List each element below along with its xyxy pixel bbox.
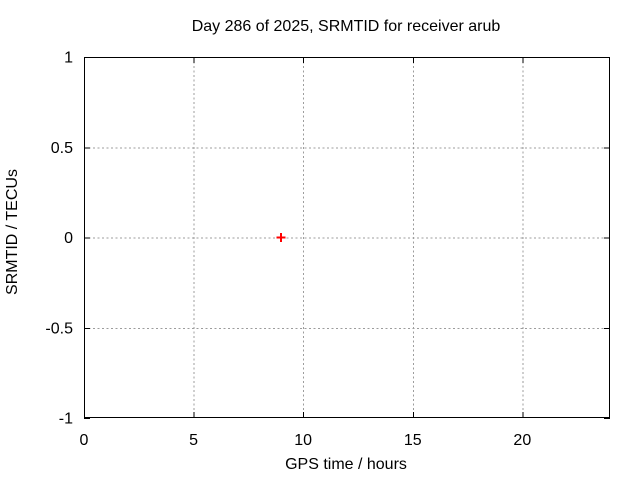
- x-tick-label: 0: [80, 432, 89, 449]
- y-axis-label: SRMTID / TECUs: [4, 169, 21, 295]
- x-tick-label: 5: [189, 432, 198, 449]
- y-tick-label: -1: [59, 411, 73, 428]
- y-tick-label: -0.5: [45, 320, 73, 337]
- x-tick-label: 10: [294, 432, 312, 449]
- y-tick-label: 0: [64, 230, 73, 247]
- y-tick-label: 1: [64, 50, 73, 67]
- x-axis-label: GPS time / hours: [285, 456, 407, 473]
- x-tick-label: 15: [404, 432, 422, 449]
- x-tick-label: 20: [513, 432, 531, 449]
- y-tick-label: 0.5: [51, 140, 73, 157]
- chart-title: Day 286 of 2025, SRMTID for receiver aru…: [191, 18, 501, 35]
